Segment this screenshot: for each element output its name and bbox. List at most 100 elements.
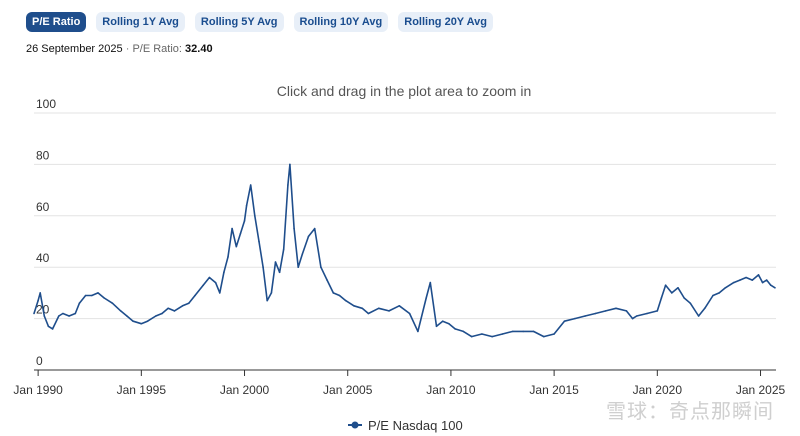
data-point xyxy=(435,325,438,328)
data-point xyxy=(119,310,122,312)
data-point xyxy=(604,310,607,312)
data-point xyxy=(140,322,143,325)
data-point xyxy=(91,294,93,297)
data-point xyxy=(631,317,634,320)
data-point xyxy=(732,281,735,284)
data-point xyxy=(287,184,289,186)
data-point xyxy=(594,312,597,315)
data-point xyxy=(58,315,60,317)
data-point xyxy=(462,330,465,333)
data-point xyxy=(39,292,41,294)
data-point xyxy=(660,297,663,299)
data-point xyxy=(111,302,114,305)
data-point xyxy=(78,302,81,305)
data-point xyxy=(297,266,300,269)
data-point xyxy=(718,292,720,294)
data-point xyxy=(332,292,335,294)
data-point xyxy=(282,248,285,250)
data-point xyxy=(761,281,764,284)
y-tick-label: 80 xyxy=(36,148,50,162)
data-point xyxy=(625,310,628,312)
status-separator: · xyxy=(125,43,130,55)
data-point xyxy=(739,279,741,281)
data-point xyxy=(398,305,401,307)
data-point xyxy=(671,292,673,294)
chart-legend[interactable]: P/E Nasdaq 100 xyxy=(348,418,463,433)
data-point xyxy=(266,299,269,302)
data-point xyxy=(254,215,256,217)
data-point xyxy=(584,315,586,317)
data-point xyxy=(274,261,277,263)
data-point xyxy=(231,227,233,230)
data-point xyxy=(441,320,444,323)
tab-rolling-20y-avg[interactable]: Rolling 20Y Avg xyxy=(398,12,493,32)
data-point xyxy=(313,227,316,230)
data-point xyxy=(408,312,411,315)
series-line-pe-nasdaq-100 xyxy=(33,163,776,338)
data-point xyxy=(697,315,700,317)
data-point xyxy=(219,292,221,294)
x-tick-label: Jan 2000 xyxy=(220,383,270,397)
watermark: 雪球：奇点那瞬间 xyxy=(606,399,774,423)
data-point xyxy=(712,294,714,297)
data-point xyxy=(470,335,473,338)
data-point xyxy=(103,297,105,299)
data-point xyxy=(239,233,242,235)
tab-rolling-10y-avg[interactable]: Rolling 10Y Avg xyxy=(293,12,389,32)
data-point xyxy=(132,320,134,323)
y-tick-label: 40 xyxy=(36,251,50,265)
data-point xyxy=(33,312,35,315)
data-point xyxy=(491,335,494,338)
tab-rolling-1y-avg[interactable]: Rolling 1Y Avg xyxy=(96,12,185,32)
x-tick-label: Jan 2010 xyxy=(426,383,476,397)
data-point xyxy=(522,330,524,333)
data-point xyxy=(249,184,252,186)
data-point xyxy=(155,315,157,317)
data-point xyxy=(161,312,163,315)
data-point xyxy=(208,276,211,279)
data-point xyxy=(704,307,706,310)
x-tick-label: Jan 2015 xyxy=(529,383,579,397)
data-point xyxy=(745,276,747,279)
tab-pe-ratio[interactable]: P/E Ratio xyxy=(26,12,87,32)
tab-bar: P/E Ratio Rolling 1Y Avg Rolling 5Y Avg … xyxy=(26,12,493,32)
data-point xyxy=(367,312,370,315)
data-point xyxy=(278,271,281,274)
data-point xyxy=(167,307,169,310)
data-point xyxy=(361,307,364,310)
data-point xyxy=(62,312,64,315)
data-point xyxy=(448,322,450,325)
data-point xyxy=(74,312,77,315)
status-value: 32.40 xyxy=(185,43,213,55)
data-point xyxy=(417,330,419,333)
data-point xyxy=(664,284,667,287)
chart-gridlines xyxy=(34,112,776,320)
x-tick-label: Jan 2025 xyxy=(736,383,786,397)
data-point xyxy=(84,294,87,297)
data-point xyxy=(235,245,238,248)
data-point xyxy=(344,299,347,302)
data-point xyxy=(751,279,754,281)
x-tick-label: Jan 2020 xyxy=(633,383,683,397)
tab-rolling-5y-avg[interactable]: Rolling 5Y Avg xyxy=(194,12,284,32)
data-point xyxy=(454,328,456,330)
data-point xyxy=(501,333,504,335)
data-point xyxy=(258,240,260,243)
data-point xyxy=(574,317,576,320)
data-point xyxy=(51,328,54,330)
data-point xyxy=(388,310,390,312)
data-point xyxy=(338,294,341,297)
x-tick-label: Jan 1995 xyxy=(117,383,167,397)
data-point xyxy=(656,310,659,312)
data-point xyxy=(320,266,322,269)
data-point xyxy=(223,271,225,274)
data-point xyxy=(377,307,380,310)
data-point xyxy=(646,312,648,315)
data-point xyxy=(543,335,545,338)
data-point xyxy=(214,281,217,284)
data-point xyxy=(481,333,483,335)
status-metric-label: P/E Ratio: xyxy=(132,43,182,55)
x-tick-label: Jan 2005 xyxy=(323,383,373,397)
